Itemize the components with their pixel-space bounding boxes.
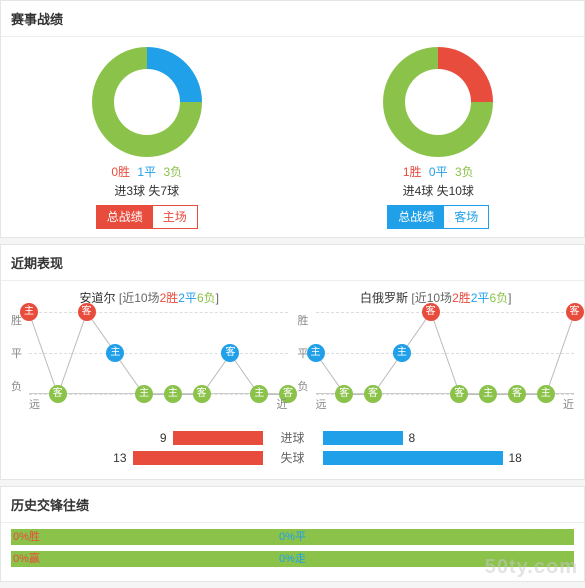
record-panel: 赛事战绩 0胜 1平 3负 进3球 失7球 总战绩 主场 (0, 0, 585, 238)
y-draw: 平 (11, 345, 22, 361)
bar-ga-left-bar (133, 451, 263, 465)
bars-goals-for: 9 进球 8 (11, 429, 574, 446)
form-right-xaxis: 远 近 (316, 396, 575, 412)
record-left: 0胜 1平 3负 进3球 失7球 总战绩 主场 (1, 37, 293, 237)
wdl-left-win: 0胜 (111, 165, 130, 179)
form-right: 白俄罗斯 [近10场2胜2平6负] 胜 平 负 主客客主客客主客主客 远 近 (298, 285, 575, 412)
form-node: 主 (307, 344, 325, 362)
donut-left-center (114, 69, 180, 135)
form-node: 主 (106, 344, 124, 362)
bar-ga-right-bar (323, 451, 503, 465)
donut-left (92, 47, 202, 157)
form-node: 主 (393, 344, 411, 362)
h2h-line-2: 0%赢0%走100%输 (11, 551, 574, 567)
toggle-right-away[interactable]: 客场 (444, 206, 488, 228)
bar-ga-left: 13 (11, 451, 263, 465)
bars-goals-against: 13 失球 18 (11, 449, 574, 466)
bar-gf-right: 8 (323, 431, 575, 445)
form-left-d: 2平 (178, 291, 197, 305)
record-row: 0胜 1平 3负 进3球 失7球 总战绩 主场 1胜 0平 3负 (1, 37, 584, 237)
form-left-l: 6负 (197, 291, 216, 305)
record-right: 1胜 0平 3负 进4球 失10球 总战绩 客场 (293, 37, 585, 237)
bar-gf-label: 进球 (263, 429, 323, 446)
wdl-left-loss: 3负 (163, 165, 182, 179)
bar-ga-right: 18 (323, 451, 575, 465)
record-panel-title: 赛事战绩 (1, 1, 584, 37)
toggle-right: 总战绩 客场 (387, 205, 489, 229)
donut-right (383, 47, 493, 157)
form-left-plot: 主客客主主主客客主客 (29, 312, 288, 394)
form-left-suffix: ] (216, 291, 219, 305)
bar-gf-left: 9 (11, 431, 263, 445)
form-node: 客 (221, 344, 239, 362)
bar-gf-left-bar (173, 431, 263, 445)
form-left-prefix: [近10场 (116, 291, 160, 305)
y-loss-r: 负 (298, 378, 309, 394)
wdl-right-draw: 0平 (429, 165, 448, 179)
bar-ga-right-val: 18 (509, 451, 522, 465)
y-win-r: 胜 (298, 312, 309, 328)
x-near-r: 近 (563, 396, 574, 412)
form-left: 安道尔 [近10场2胜2平6负] 胜 平 负 主客客主主主客客主客 远 近 (11, 285, 288, 412)
form-panel-title: 近期表现 (1, 245, 584, 281)
bar-gf-right-val: 8 (409, 431, 416, 445)
form-right-plot: 主客客主客客主客主客 (316, 312, 575, 394)
wdl-left: 0胜 1平 3负 (109, 163, 184, 180)
toggle-left-home[interactable]: 主场 (153, 206, 197, 228)
donut-right-center (405, 69, 471, 135)
toggle-right-total[interactable]: 总战绩 (388, 206, 444, 228)
wdl-left-draw: 1平 (137, 165, 156, 179)
form-right-suffix: ] (508, 291, 511, 305)
toggle-left-total[interactable]: 总战绩 (97, 206, 153, 228)
form-node: 客 (78, 303, 96, 321)
form-right-d: 2平 (471, 291, 490, 305)
bar-gf-left-val: 9 (160, 431, 167, 445)
wdl-right-win: 1胜 (403, 165, 422, 179)
form-left-w: 2胜 (160, 291, 179, 305)
form-panel: 近期表现 安道尔 [近10场2胜2平6负] 胜 平 负 主客客主主主客客主客 远… (0, 244, 585, 480)
wdl-right-loss: 3负 (455, 165, 474, 179)
x-far-r: 远 (316, 396, 327, 412)
bars-wrap: 9 进球 8 13 失球 18 (1, 422, 584, 479)
form-row: 安道尔 [近10场2胜2平6负] 胜 平 负 主客客主主主客客主客 远 近 白俄… (1, 281, 584, 422)
form-right-title: 白俄罗斯 [近10场2胜2平6负] (298, 289, 575, 306)
x-far: 远 (29, 396, 40, 412)
h2h-panel: 历史交锋往绩 0%胜0%平100%负 0%赢0%走100%输 50ty.com (0, 486, 585, 582)
form-left-xaxis: 远 近 (29, 396, 288, 412)
form-right-l: 6负 (489, 291, 508, 305)
donut-left-wrap: 0胜 1平 3负 进3球 失7球 总战绩 主场 (1, 37, 293, 237)
x-near: 近 (277, 396, 288, 412)
form-left-ylabels: 胜 平 负 (11, 312, 22, 394)
wdl-right: 1胜 0平 3负 (401, 163, 476, 180)
h2h-line-1: 0%胜0%平100%负 (11, 529, 574, 545)
form-left-title: 安道尔 [近10场2胜2平6负] (11, 289, 288, 306)
toggle-left: 总战绩 主场 (96, 205, 198, 229)
donut-right-wrap: 1胜 0平 3负 进4球 失10球 总战绩 客场 (293, 37, 585, 237)
form-node: 主 (20, 303, 38, 321)
goals-right: 进4球 失10球 (403, 182, 474, 199)
y-loss: 负 (11, 378, 22, 394)
form-right-team: 白俄罗斯 (360, 291, 408, 305)
bar-ga-label: 失球 (263, 449, 323, 466)
bar-ga-left-val: 13 (113, 451, 126, 465)
form-node: 客 (566, 303, 584, 321)
form-left-chart: 胜 平 负 主客客主主主客客主客 远 近 (11, 312, 288, 412)
goals-left: 进3球 失7球 (114, 182, 179, 199)
form-right-chart: 胜 平 负 主客客主客客主客主客 远 近 (298, 312, 575, 412)
form-right-w: 2胜 (452, 291, 471, 305)
form-node: 客 (422, 303, 440, 321)
bar-gf-right-bar (323, 431, 403, 445)
